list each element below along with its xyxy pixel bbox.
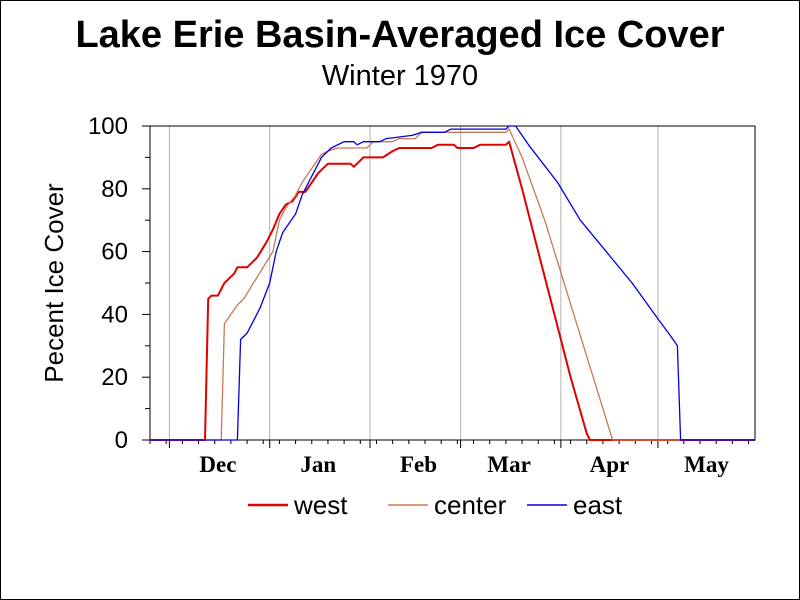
- y-tick-label: 80: [101, 176, 128, 203]
- plot-area-border: [149, 125, 756, 441]
- y-tick-label: 20: [101, 364, 128, 391]
- y-tick-label: 60: [101, 239, 128, 266]
- series-line-west: [150, 140, 755, 441]
- series-line-center: [150, 128, 755, 441]
- legend-label-west: west: [293, 490, 348, 520]
- legend-label-east: east: [573, 490, 623, 520]
- series-line-east: [150, 125, 755, 441]
- chart-subtitle: Winter 1970: [321, 60, 479, 92]
- x-tick-label: Jan: [300, 452, 336, 477]
- x-tick-label: Mar: [487, 452, 530, 477]
- x-tick-label: Apr: [590, 452, 630, 477]
- chart-title: Lake Erie Basin-Averaged Ice Cover: [75, 14, 725, 56]
- x-tick-label: Feb: [400, 452, 437, 477]
- y-axis-label: Pecent Ice Cover: [39, 183, 69, 383]
- x-tick-label: Dec: [199, 452, 236, 477]
- y-tick-label: 0: [115, 427, 128, 454]
- x-tick-label: May: [684, 452, 729, 477]
- y-tick-label: 100: [88, 113, 128, 140]
- legend-label-center: center: [434, 490, 507, 520]
- y-tick-label: 40: [101, 301, 128, 328]
